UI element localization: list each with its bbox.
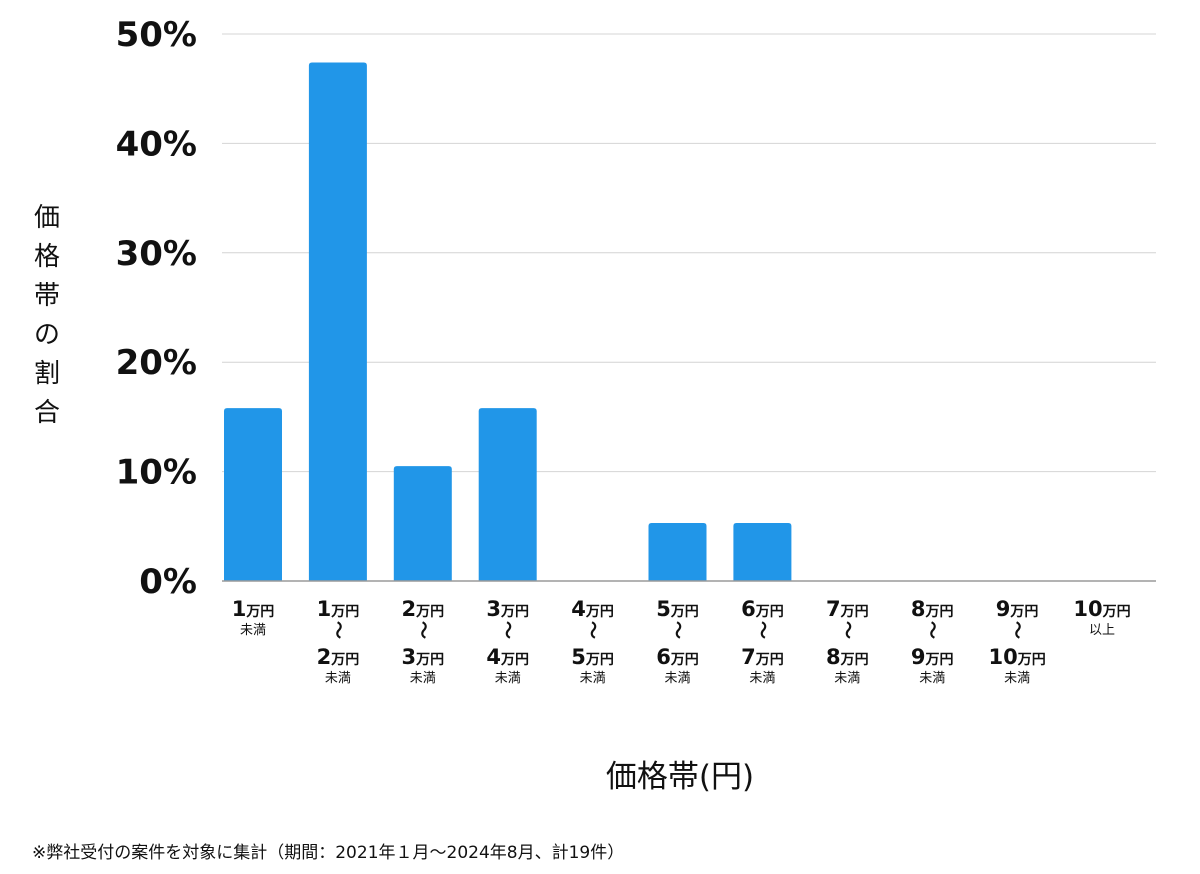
x-tick-text: 2万円 bbox=[401, 597, 444, 621]
x-tick-range-mark: 〜 bbox=[836, 621, 857, 639]
bar bbox=[478, 408, 537, 581]
x-tick-suffix: 未満 bbox=[580, 671, 606, 686]
x-axis-label: 価格帯(円) bbox=[606, 759, 754, 795]
y-axis-ticks: 0% 10% 20% 30% 40% 50% bbox=[116, 15, 197, 602]
x-tick-suffix: 未満 bbox=[664, 671, 690, 686]
y-tick-label: 10% bbox=[116, 453, 197, 493]
x-tick-range-mark: 〜 bbox=[582, 621, 603, 639]
x-tick-range-mark: 〜 bbox=[1006, 621, 1027, 639]
x-tick-suffix: 未満 bbox=[325, 671, 351, 686]
x-tick-text: 4万円 bbox=[486, 645, 529, 669]
x-tick-text: 1万円 bbox=[232, 597, 275, 621]
x-tick-text: 7万円 bbox=[741, 645, 784, 669]
y-axis-label: 価格帯の割合 bbox=[34, 203, 60, 428]
x-tick-text: 9万円 bbox=[911, 645, 954, 669]
y-tick-label: 20% bbox=[116, 343, 197, 383]
x-tick-suffix: 未満 bbox=[495, 671, 521, 686]
x-tick-text: 8万円 bbox=[826, 645, 869, 669]
x-tick-text: 2万円 bbox=[317, 645, 360, 669]
x-tick-range-mark: 〜 bbox=[327, 621, 348, 639]
x-tick-text: 10万円 bbox=[988, 645, 1045, 669]
bar bbox=[224, 408, 282, 581]
x-tick-range-mark: 〜 bbox=[497, 621, 518, 639]
x-tick-suffix: 未満 bbox=[919, 671, 945, 686]
y-tick-label: 40% bbox=[116, 124, 197, 164]
x-tick-suffix: 未満 bbox=[834, 671, 860, 686]
x-axis-ticks: 1万円未満1万円〜2万円未満2万円〜3万円未満3万円〜4万円未満4万円〜5万円未… bbox=[232, 597, 1131, 686]
x-tick-range-mark: 〜 bbox=[667, 621, 688, 639]
x-tick-text: 9万円 bbox=[996, 597, 1039, 621]
x-tick-text: 10万円 bbox=[1073, 597, 1130, 621]
bar bbox=[393, 466, 452, 581]
bars bbox=[224, 62, 792, 582]
x-tick-range-mark: 〜 bbox=[921, 621, 942, 639]
x-tick-text: 5万円 bbox=[656, 597, 699, 621]
x-tick-text: 6万円 bbox=[741, 597, 784, 621]
grid-lines bbox=[222, 33, 1156, 473]
x-tick-suffix: 未満 bbox=[749, 671, 775, 686]
bar bbox=[733, 523, 792, 581]
x-tick-suffix: 未満 bbox=[1004, 671, 1030, 686]
x-tick-range-mark: 〜 bbox=[412, 621, 433, 639]
footnote: ※弊社受付の案件を対象に集計（期間：2021年１月〜2024年8月、計19件） bbox=[32, 843, 624, 863]
x-tick-text: 5万円 bbox=[571, 645, 614, 669]
x-tick-range-mark: 〜 bbox=[751, 621, 772, 639]
x-tick-suffix: 以上 bbox=[1089, 623, 1115, 638]
x-tick-text: 4万円 bbox=[571, 597, 614, 621]
x-tick-suffix: 未満 bbox=[410, 671, 436, 686]
x-tick-suffix: 未満 bbox=[240, 623, 266, 638]
y-tick-label: 0% bbox=[139, 562, 197, 602]
bar bbox=[648, 523, 707, 581]
x-tick-text: 1万円 bbox=[317, 597, 360, 621]
y-tick-label: 50% bbox=[116, 15, 197, 55]
x-tick-text: 8万円 bbox=[911, 597, 954, 621]
x-tick-text: 7万円 bbox=[826, 597, 869, 621]
x-tick-text: 3万円 bbox=[401, 645, 444, 669]
x-tick-text: 3万円 bbox=[486, 597, 529, 621]
x-tick-text: 6万円 bbox=[656, 645, 699, 669]
y-tick-label: 30% bbox=[116, 234, 197, 274]
bar bbox=[308, 62, 367, 582]
